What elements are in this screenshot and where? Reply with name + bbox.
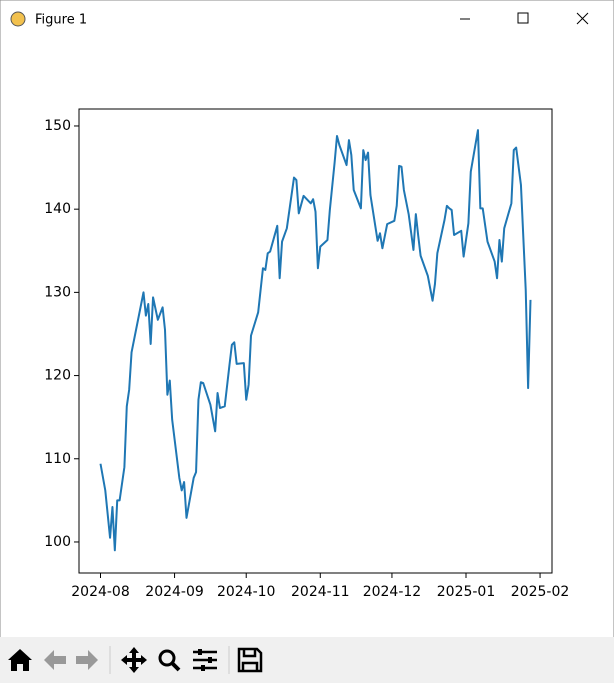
x-tick-label: 2025-01	[437, 584, 496, 600]
close-button[interactable]	[576, 12, 589, 25]
forward-button[interactable]	[76, 650, 98, 670]
maximize-button[interactable]	[517, 12, 529, 24]
x-tick-label: 2024-12	[363, 584, 422, 600]
plot-frame	[78, 108, 553, 574]
x-tick-label: 2024-08	[71, 584, 130, 600]
home-button[interactable]	[8, 649, 32, 671]
title-bar: Figure 1	[10, 11, 589, 28]
toolbar-bg	[0, 637, 614, 683]
app-icon	[10, 11, 26, 27]
toolbar	[0, 637, 614, 683]
y-tick-label: 140	[44, 201, 71, 217]
y-tick-label: 100	[44, 534, 71, 550]
window-title: Figure 1	[35, 13, 87, 28]
x-tick-label: 2025-02	[511, 584, 570, 600]
x-tick-label: 2024-09	[145, 584, 204, 600]
pan-button[interactable]	[121, 647, 147, 673]
y-tick-label: 130	[44, 284, 71, 300]
y-tick-label: 110	[44, 451, 71, 467]
save-button[interactable]	[237, 647, 263, 673]
x-tick-label: 2024-11	[291, 584, 350, 600]
y-tick-label: 150	[44, 118, 71, 134]
zoom-button[interactable]	[158, 649, 176, 667]
back-button[interactable]	[44, 650, 66, 670]
data-line	[99, 129, 532, 552]
x-tick-label: 2024-10	[217, 584, 276, 600]
y-tick-label: 120	[44, 368, 71, 384]
plot: 100 110 120 130 140 150 2024-08 2024-09 2024-10 2…	[44, 108, 570, 600]
